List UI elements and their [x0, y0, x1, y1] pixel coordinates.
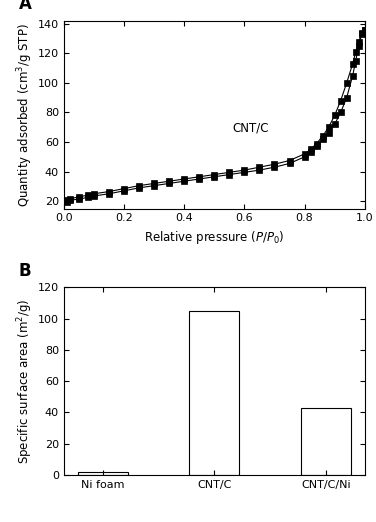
Text: B: B — [19, 262, 32, 280]
Text: CNT/C: CNT/C — [232, 122, 269, 135]
Y-axis label: Specific surface area (m$^2$/g): Specific surface area (m$^2$/g) — [15, 299, 35, 464]
Y-axis label: Quantity adsorbed (cm$^3$/g STP): Quantity adsorbed (cm$^3$/g STP) — [15, 23, 35, 207]
Text: A: A — [19, 0, 32, 14]
Bar — [301, 408, 351, 475]
Bar — [77, 472, 128, 475]
X-axis label: Relative pressure ($P/P_0$): Relative pressure ($P/P_0$) — [144, 229, 285, 246]
Bar — [189, 311, 240, 475]
